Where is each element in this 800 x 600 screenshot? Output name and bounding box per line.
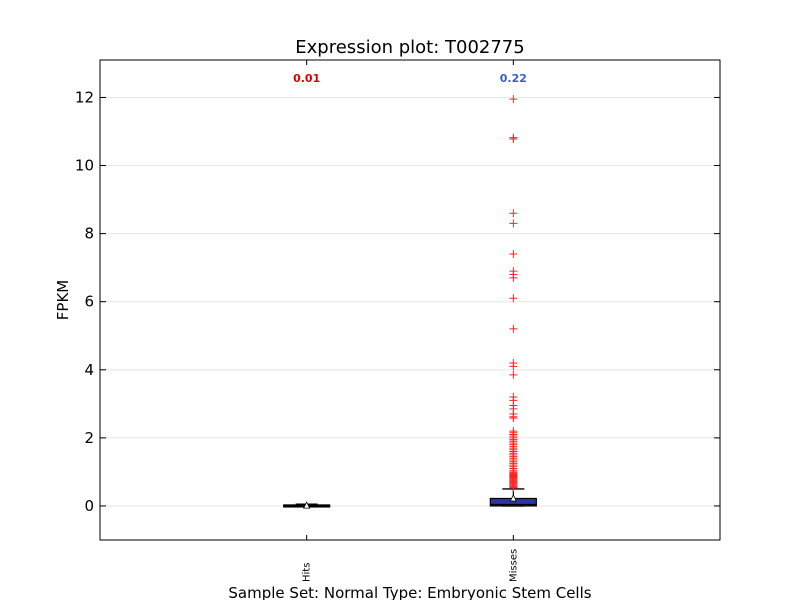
outlier-point bbox=[509, 134, 518, 143]
y-axis: 0 2 4 6 8 10 12 bbox=[75, 88, 720, 515]
y-tick-label: 10 bbox=[75, 157, 94, 175]
grid-lines bbox=[100, 96, 720, 507]
outlier-point bbox=[509, 273, 518, 282]
outlier-point bbox=[509, 219, 518, 228]
y-tick-label: 0 bbox=[84, 497, 94, 515]
outlier-point bbox=[509, 362, 518, 371]
x-tick-label: Hits bbox=[302, 563, 313, 582]
y-tick-label: 12 bbox=[75, 88, 94, 106]
y-tick-label: 2 bbox=[84, 429, 94, 447]
y-tick-label: 6 bbox=[84, 293, 94, 311]
y-axis-label: FPKM bbox=[54, 280, 72, 320]
outlier-point bbox=[509, 95, 518, 104]
outlier-point bbox=[509, 483, 518, 492]
y-tick-label: 8 bbox=[84, 225, 94, 243]
outlier-point bbox=[509, 209, 518, 218]
x-tick-label: Misses bbox=[508, 549, 519, 582]
outlier-point bbox=[509, 370, 518, 379]
outlier-point bbox=[509, 294, 518, 303]
chart-title: Expression plot: T002775 bbox=[295, 37, 524, 58]
outlier-point bbox=[509, 414, 518, 423]
y-tick-label: 4 bbox=[84, 361, 94, 379]
box-misses: 0.22 bbox=[489, 72, 537, 507]
outlier-point bbox=[509, 250, 518, 259]
box-annotation: 0.22 bbox=[500, 72, 527, 85]
box-mean-marker bbox=[303, 501, 311, 509]
x-axis: Hits Misses bbox=[302, 60, 519, 582]
x-axis-label: Sample Set: Normal Type: Embryonic Stem … bbox=[228, 584, 591, 600]
plot-marks: 0.01 0.22 bbox=[283, 72, 537, 509]
box-annotation: 0.01 bbox=[293, 72, 320, 85]
outlier-point bbox=[509, 324, 518, 333]
box-mean-marker bbox=[509, 494, 517, 502]
plot-frame bbox=[99, 59, 721, 541]
box-hits: 0.01 bbox=[283, 72, 331, 509]
